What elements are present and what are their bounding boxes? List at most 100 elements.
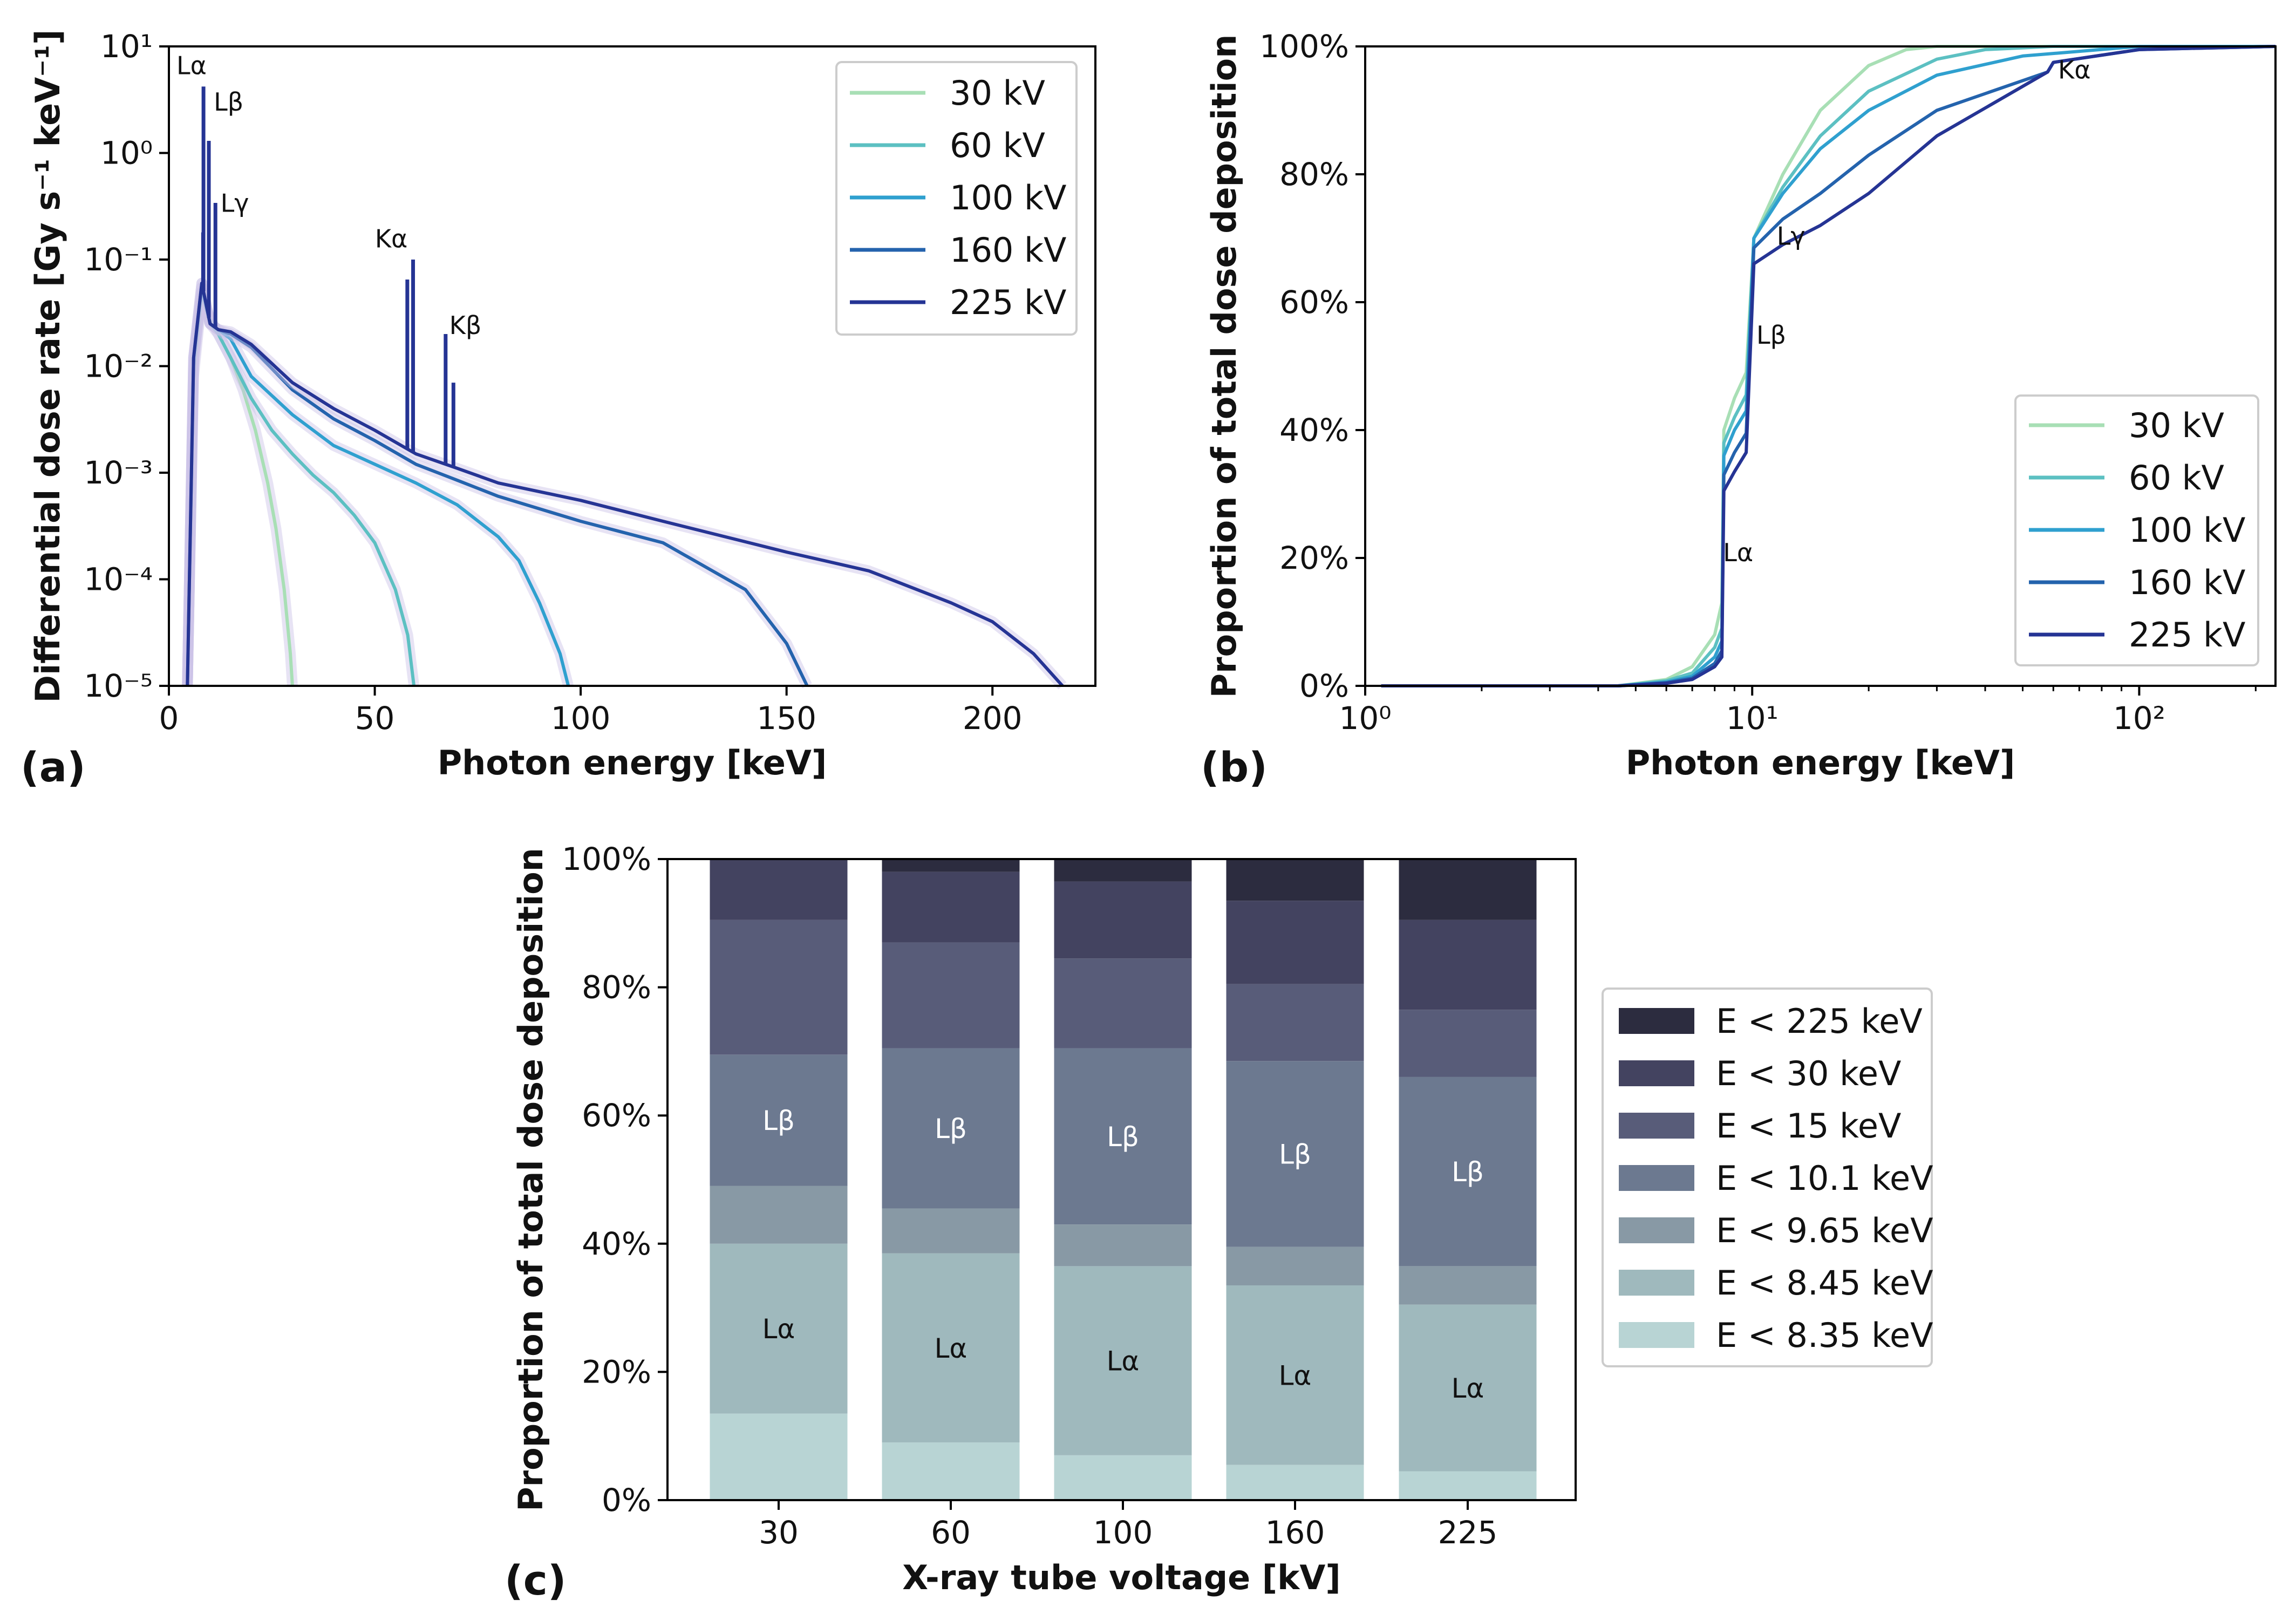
b-ylabel: Proportion of total dose deposition: [1204, 35, 1244, 698]
chart-a-differential-dose-rate: 0 50 100 150 200 10⁻⁵ 10⁻⁴ 10⁻³ 10⁻² 10⁻¹ 10⁰ 10¹ Ph…: [28, 28, 1096, 782]
a-series-band-1: [182, 286, 420, 687]
c-bar-4-seg-4: [1399, 1010, 1537, 1077]
c-legend-label-0: E < 8.35 keV: [1716, 1316, 1933, 1355]
c-xtick-label-2: 100: [1093, 1514, 1153, 1551]
b-ytick-label-4: 80%: [1279, 156, 1349, 193]
c-ytick-label-5: 100%: [562, 841, 651, 877]
c-bar-3-seg-2: [1226, 1247, 1364, 1286]
c-bar-0-seg-1: [710, 1243, 848, 1414]
c-bar-0-seg-2: [710, 1186, 848, 1244]
c-bar-0-label-0: Lα: [762, 1313, 795, 1345]
b-legend-label-1: 60 kV: [2129, 458, 2224, 498]
c-bar-4-seg-1: [1399, 1304, 1537, 1472]
c-bar-2-label-1: Lβ: [1107, 1121, 1139, 1153]
c-bar-0-seg-0: [710, 1413, 848, 1500]
c-bar-3-seg-3: [1226, 1061, 1364, 1247]
a-xtick-label-4: 200: [963, 700, 1023, 737]
b-ytick-label-3: 60%: [1279, 284, 1349, 321]
c-legend-label-6: E < 225 keV: [1716, 1002, 1923, 1041]
b-series-line-0: [1381, 45, 2275, 687]
b-legend-box: [2014, 394, 2259, 666]
c-bar-2-seg-0: [1054, 1455, 1192, 1500]
c-ytick-label-4: 80%: [582, 969, 651, 1006]
c-bar-4-seg-6: [1399, 859, 1537, 920]
c-bar-1-seg-1: [882, 1253, 1020, 1443]
a-legend-label-4: 225 kV: [950, 283, 1066, 322]
b-annotation-1: Lβ: [1756, 321, 1786, 350]
c-bar-0-seg-4: [710, 920, 848, 1055]
c-legend-swatch-1: [1619, 1270, 1694, 1296]
b-legend-label-4: 225 kV: [2129, 615, 2245, 655]
a-series-line-4: [186, 281, 1064, 687]
a-annotation-4: Kβ: [449, 311, 482, 340]
c-bar-2-seg-3: [1054, 1048, 1192, 1225]
a-annotation-2: Lγ: [221, 189, 249, 218]
a-annotation-0: Lα: [176, 51, 207, 80]
b-axes-frame: [1364, 45, 2277, 687]
c-xlabel: X-ray tube voltage [kV]: [902, 1558, 1340, 1597]
c-ytick-label-0: 0%: [602, 1482, 651, 1518]
b-ytick-label-2: 40%: [1279, 412, 1349, 448]
c-ytick-label-3: 60%: [582, 1097, 651, 1134]
c-bar-0-seg-5: [710, 859, 848, 920]
a-ytick-label-4: 10⁻¹: [84, 241, 153, 278]
chart-c-stacked-bars: Lα Lβ 30 Lα Lβ 60 Lα Lβ 100 Lα Lβ 160 Lα Lβ 225 0% 20% 40…: [511, 841, 1933, 1597]
b-series-line-4: [1381, 45, 2276, 687]
b-xlabel: Photon energy [keV]: [1626, 743, 2015, 782]
c-bar-4-label-1: Lβ: [1452, 1156, 1484, 1188]
b-ytick-label-1: 20%: [1279, 540, 1349, 576]
c-bar-2-label-0: Lα: [1107, 1346, 1140, 1377]
c-xtick-label-3: 160: [1265, 1514, 1325, 1551]
c-bar-4-seg-5: [1399, 920, 1537, 1010]
c-bar-1-seg-4: [882, 942, 1020, 1048]
a-ytick-label-0: 10⁻⁵: [84, 668, 153, 704]
b-legend-label-0: 30 kV: [2129, 406, 2224, 445]
c-bar-1-seg-6: [882, 859, 1020, 872]
c-bar-1-seg-2: [882, 1208, 1020, 1254]
c-legend-swatch-5: [1619, 1060, 1694, 1086]
c-bar-1-seg-5: [882, 871, 1020, 943]
a-ytick-label-5: 10⁰: [100, 135, 153, 172]
a-ytick-label-3: 10⁻²: [84, 348, 153, 385]
chart-b-cumulative-dose: 10⁰ 10¹ 10² 0% 20% 40% 60% 80% 100% Photon energy…: [1204, 28, 2277, 782]
c-bar-3-seg-6: [1226, 859, 1364, 901]
c-legend-label-2: E < 9.65 keV: [1716, 1211, 1933, 1250]
b-annotation-3: Kα: [2058, 55, 2091, 84]
b-annotation-2: Lγ: [1777, 221, 1806, 250]
c-bar-3-label-0: Lα: [1279, 1360, 1312, 1391]
b-xtick-label-0: 10⁰: [1339, 700, 1391, 737]
c-ylabel: Proportion of total dose deposition: [511, 848, 550, 1511]
c-legend-label-5: E < 30 keV: [1716, 1054, 1901, 1093]
c-legend-label-1: E < 8.45 keV: [1716, 1263, 1933, 1303]
c-legend-label-4: E < 15 keV: [1716, 1106, 1901, 1146]
c-bar-2-seg-2: [1054, 1224, 1192, 1266]
a-xtick-label-2: 100: [551, 700, 611, 737]
c-legend-swatch-6: [1619, 1008, 1694, 1034]
c-bar-4-seg-2: [1399, 1266, 1537, 1305]
c-bar-2-seg-6: [1054, 859, 1192, 882]
a-ytick-label-1: 10⁻⁴: [84, 561, 153, 598]
c-xtick-label-4: 225: [1438, 1514, 1498, 1551]
panel-label-b: (b): [1201, 743, 1268, 791]
c-bar-0-seg-3: [710, 1054, 848, 1186]
c-bar-1-seg-3: [882, 1048, 1020, 1209]
a-legend-box: [835, 61, 1078, 336]
c-xtick-label-0: 30: [759, 1514, 799, 1551]
c-axes-frame: [666, 858, 1577, 1501]
a-xlabel: Photon energy [keV]: [438, 743, 827, 782]
b-legend-label-3: 160 kV: [2129, 563, 2245, 602]
b-xtick-label-1: 10¹: [1726, 700, 1779, 737]
c-xtick-label-1: 60: [931, 1514, 971, 1551]
c-ytick-label-1: 20%: [582, 1353, 651, 1390]
a-xtick-label-3: 150: [757, 700, 816, 737]
c-bar-0-label-1: Lβ: [762, 1105, 795, 1136]
c-bar-2-seg-5: [1054, 881, 1192, 959]
a-legend-label-1: 60 kV: [950, 126, 1045, 165]
c-bar-3-seg-4: [1226, 984, 1364, 1061]
c-bar-3-label-1: Lβ: [1279, 1139, 1311, 1170]
c-ytick-label-2: 40%: [582, 1225, 651, 1262]
a-legend-label-0: 30 kV: [950, 73, 1045, 113]
a-legend-label-2: 100 kV: [950, 178, 1066, 217]
b-xtick-label-2: 10²: [2113, 700, 2165, 737]
